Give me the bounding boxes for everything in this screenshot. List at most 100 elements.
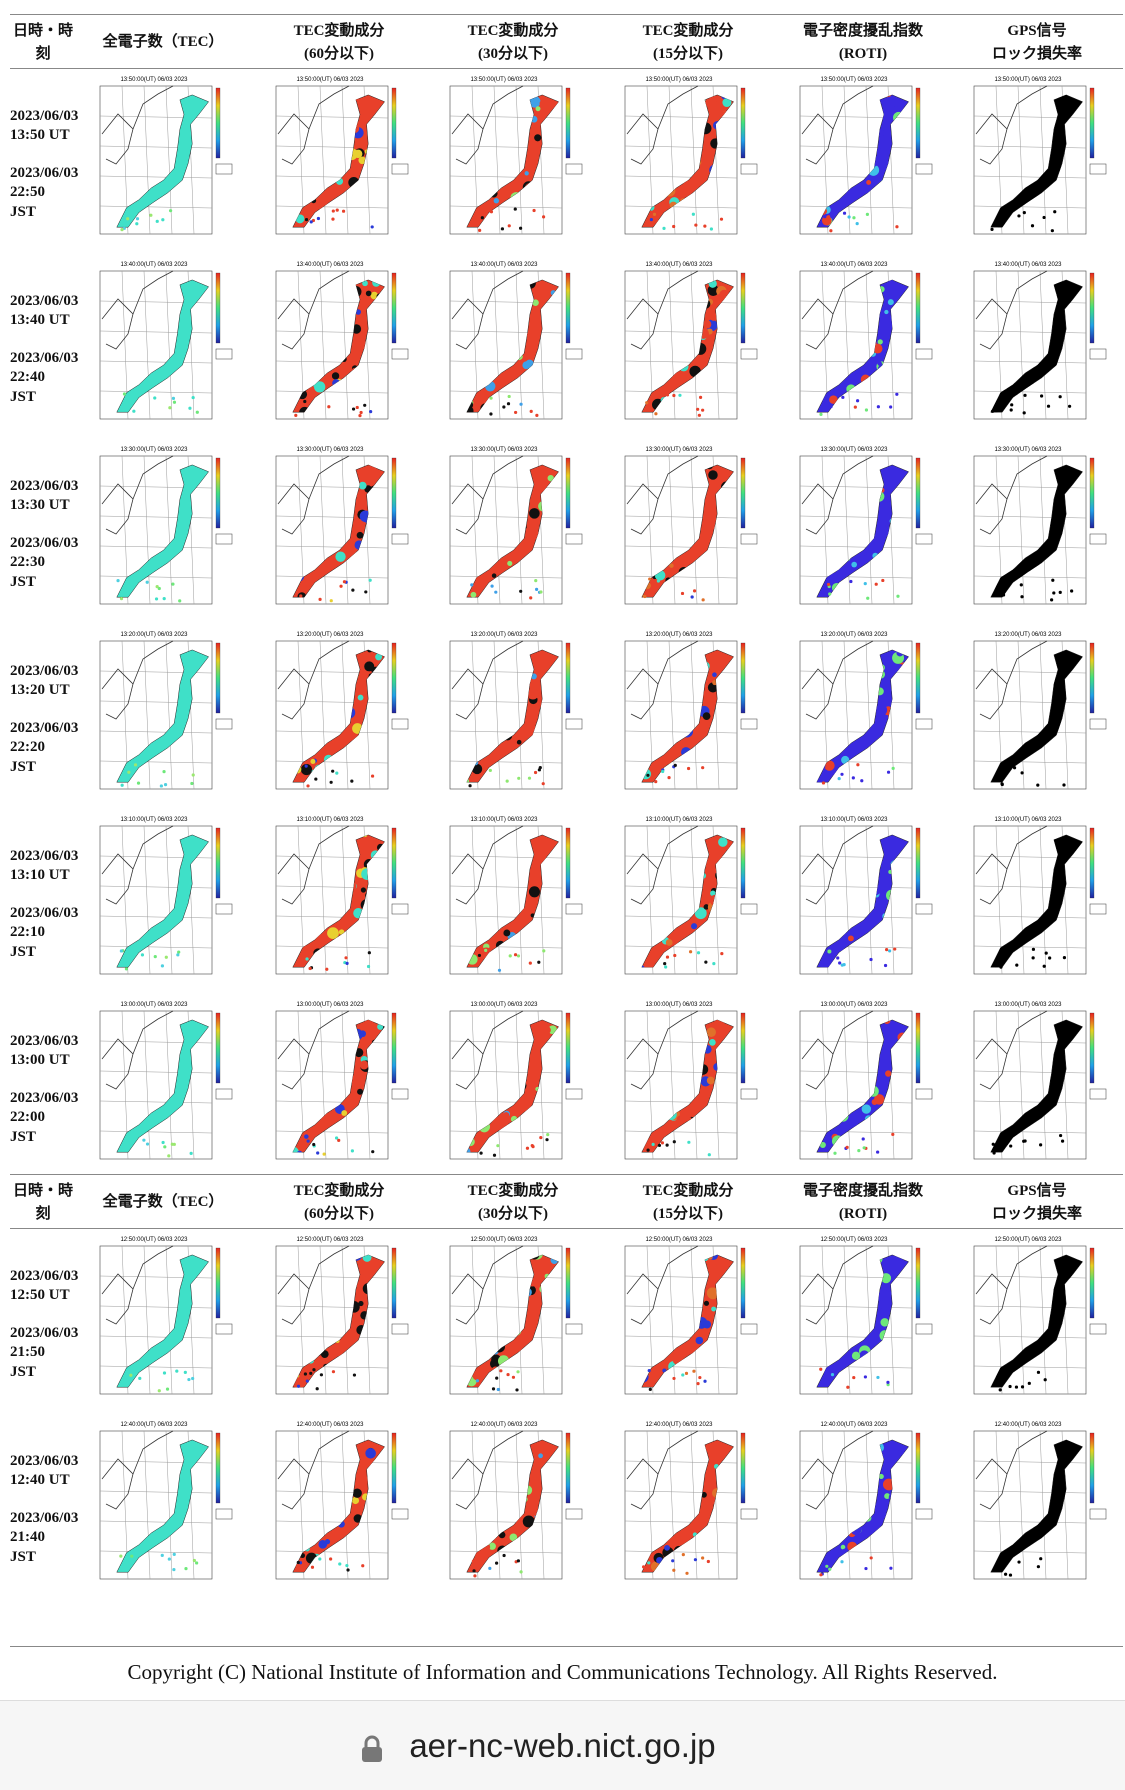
activity-dot [709,312,718,321]
map-caption: 13:00:00(UT) 06/03 2023 [470,1002,538,1008]
map-frame [799,1430,913,1580]
activity-dot [365,290,372,297]
station [542,949,546,953]
station [824,1556,828,1560]
station [161,218,165,222]
map-grid [449,1365,563,1369]
station [122,392,127,396]
colorbar [740,1012,746,1084]
station [304,764,308,768]
station [355,405,359,410]
coastline [101,270,174,350]
map-grid [1039,455,1047,605]
map-grid [449,1335,563,1339]
map-grid [624,515,738,519]
row-label: 2023/06/03 [10,165,79,181]
activity-dot [853,373,863,383]
map: 13:20:00(UT) 06/03 2023 [275,632,409,790]
colorbar [565,642,571,714]
logo-box [1089,533,1107,545]
map-grid [319,455,327,605]
station [829,405,833,409]
station [164,955,168,959]
station [370,774,375,778]
map-grid [799,545,913,549]
station [651,1142,655,1146]
map-grid [843,270,851,420]
station [1014,1385,1019,1389]
station [1042,215,1046,220]
activity-dot [824,760,835,771]
activity-dot [1061,688,1066,693]
map: 13:10:00(UT) 06/03 2023 [799,817,933,975]
station [538,766,542,770]
map-caption: 13:50:00(UT) 06/03 2023 [120,77,188,83]
row-label: 2023/06/03 [10,1453,79,1469]
station [500,227,505,231]
map: 12:50:00(UT) 06/03 2023 [275,1237,409,1395]
map: 12:50:00(UT) 06/03 2023 [973,1237,1107,1395]
activity-dot [702,712,711,721]
map-caption: 13:30:00(UT) 06/03 2023 [120,447,188,453]
map-caption: 12:40:00(UT) 06/03 2023 [120,1422,188,1428]
map-caption: 12:40:00(UT) 06/03 2023 [296,1422,364,1428]
station [318,1557,322,1561]
logo-box [915,903,933,915]
map-caption: 13:00:00(UT) 06/03 2023 [645,1002,713,1008]
coastline [801,270,874,350]
station [895,392,899,396]
map-grid [624,330,738,334]
map-grid [624,1130,738,1134]
station [691,212,695,216]
map-grid [624,1550,738,1554]
colorbar [391,1247,397,1319]
activity-dot [875,1514,880,1519]
logo-box [391,533,409,545]
station [529,596,533,600]
station [135,217,140,221]
map-grid [515,455,523,605]
station [1036,783,1040,787]
map-grid [973,760,1087,764]
map-grid [799,1070,913,1074]
activity-dot [321,940,327,946]
logo-box [391,163,409,175]
map-grid [973,885,1087,889]
map-caption: 12:50:00(UT) 06/03 2023 [994,1237,1062,1243]
station [828,592,832,596]
map-grid [493,455,501,605]
station [842,211,847,215]
logo-box [740,163,758,175]
station [132,409,136,413]
station [120,783,124,787]
station [864,408,869,412]
coastline [451,85,524,165]
map-grid [973,360,1087,364]
station [819,1573,823,1577]
map-grid [865,1430,873,1580]
station [886,770,891,774]
map-caption: 13:40:00(UT) 06/03 2023 [820,262,888,268]
station [475,1379,480,1383]
station [370,225,374,229]
column-header: (15分以下) [653,46,723,62]
map-grid [624,390,738,394]
activity-dot [712,672,717,678]
map: 13:20:00(UT) 06/03 2023 [449,632,583,790]
map-grid [449,145,563,149]
activity-dot [1047,1506,1057,1517]
map-grid [799,915,913,919]
map: 13:20:00(UT) 06/03 2023 [799,632,933,790]
station [829,229,833,233]
map-grid [341,455,349,605]
map: 13:10:00(UT) 06/03 2023 [624,817,758,975]
map-grid [449,1130,563,1134]
activity-dot [1032,559,1040,567]
map-grid [624,360,738,364]
map-grid [624,1365,738,1369]
station [648,577,652,581]
map-caption: 13:10:00(UT) 06/03 2023 [645,817,713,823]
station [826,582,831,587]
station [358,414,362,418]
coastline [451,640,524,720]
